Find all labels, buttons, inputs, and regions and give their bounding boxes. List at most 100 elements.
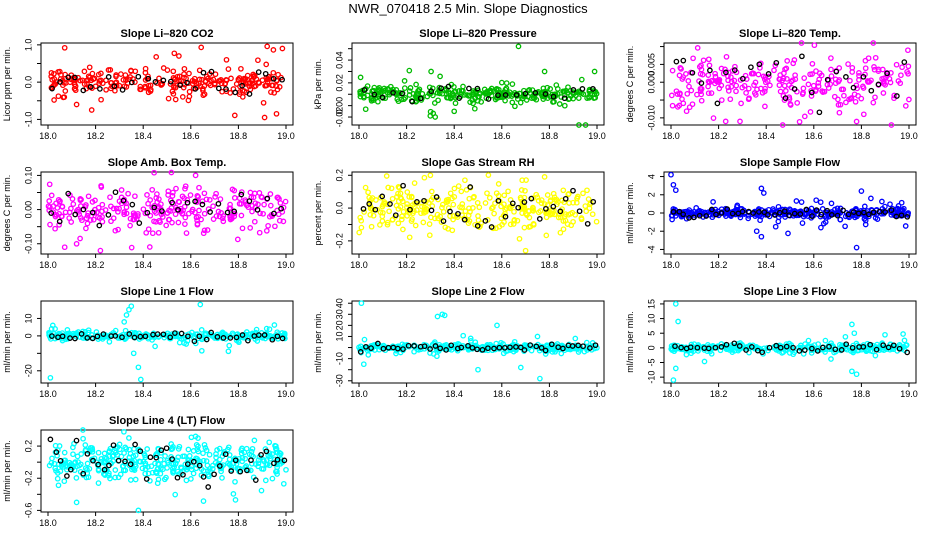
data-point xyxy=(282,198,289,205)
reference-point xyxy=(703,213,710,219)
data-point xyxy=(834,205,841,212)
reference-point xyxy=(379,94,386,101)
series-points xyxy=(356,172,600,254)
data-point xyxy=(368,97,375,104)
data-point xyxy=(96,78,103,84)
data-point xyxy=(266,439,273,446)
data-point xyxy=(92,197,98,204)
data-point xyxy=(259,465,265,472)
reference-point xyxy=(819,344,826,351)
data-point xyxy=(517,99,524,106)
data-point xyxy=(801,75,808,81)
reference-point xyxy=(89,335,96,342)
reference-point xyxy=(57,457,64,464)
x-tick-label: 18.8 xyxy=(230,131,248,141)
y-tick-label: 4 xyxy=(646,174,656,179)
reference-point xyxy=(427,346,433,352)
reference-point xyxy=(579,86,586,92)
reference-point xyxy=(705,345,712,352)
data-point xyxy=(96,80,103,87)
data-point xyxy=(584,187,590,194)
data-point xyxy=(196,76,203,83)
reference-point xyxy=(488,224,495,230)
reference-point xyxy=(239,82,245,89)
data-point xyxy=(813,68,819,74)
y-tick-label: 0.10 xyxy=(23,167,33,185)
data-point xyxy=(123,312,130,318)
data-point xyxy=(155,476,162,483)
data-point xyxy=(790,60,797,67)
data-point xyxy=(741,82,748,89)
data-point xyxy=(267,202,274,209)
reference-point xyxy=(192,198,198,205)
data-point xyxy=(467,335,474,342)
y-tick-label: 0 xyxy=(646,345,656,350)
data-point xyxy=(236,200,243,207)
data-point xyxy=(251,437,258,444)
data-point xyxy=(120,467,127,474)
reference-point xyxy=(731,340,738,347)
reference-point xyxy=(64,473,70,479)
data-point xyxy=(782,88,789,94)
x-tick-label: 19.0 xyxy=(588,389,606,399)
data-point xyxy=(854,85,860,92)
x-tick-label: 18.6 xyxy=(493,131,511,141)
data-point xyxy=(495,181,502,187)
data-point xyxy=(526,224,532,230)
data-point xyxy=(905,47,911,54)
data-point xyxy=(75,74,81,81)
data-point xyxy=(400,208,407,215)
data-point xyxy=(902,103,909,109)
data-point xyxy=(686,207,693,213)
data-point xyxy=(547,86,554,92)
reference-point xyxy=(550,203,557,210)
data-point xyxy=(266,213,273,220)
chart-gas-stream-rh: Slope Gas Stream RH percent per min. -0.2 0… xyxy=(313,157,606,270)
x-tick-label: 18.0 xyxy=(39,389,57,399)
data-point xyxy=(122,72,129,78)
data-point xyxy=(157,219,163,225)
data-point xyxy=(132,452,139,459)
data-point xyxy=(551,211,558,218)
reference-point xyxy=(894,93,900,99)
reference-point xyxy=(184,79,190,86)
data-point xyxy=(127,222,133,229)
data-point xyxy=(406,234,413,241)
data-point xyxy=(88,77,95,84)
reference-point xyxy=(59,333,66,340)
data-point xyxy=(273,449,280,456)
data-point xyxy=(898,199,905,206)
data-point xyxy=(386,208,392,215)
x-tick-label: 19.0 xyxy=(588,131,606,141)
data-point xyxy=(358,217,365,224)
data-point xyxy=(170,189,176,196)
reference-point xyxy=(175,206,181,213)
data-point xyxy=(271,322,278,328)
data-point xyxy=(792,72,798,79)
reference-point xyxy=(84,450,91,457)
x-tick-label: 18.2 xyxy=(87,131,105,141)
reference-point xyxy=(232,89,239,96)
data-point xyxy=(828,200,835,207)
data-point xyxy=(784,76,790,82)
data-point xyxy=(451,84,457,90)
data-point xyxy=(706,62,713,69)
reference-point xyxy=(112,189,119,196)
reference-point xyxy=(797,211,804,217)
chart-title: Slope Line 2 Flow xyxy=(432,286,525,298)
reference-point xyxy=(756,61,763,68)
reference-point xyxy=(870,209,877,216)
data-point xyxy=(385,184,392,191)
reference-point xyxy=(557,208,564,215)
data-point xyxy=(256,229,263,236)
y-tick-label: -0.2 xyxy=(23,470,33,486)
data-point xyxy=(855,93,861,99)
data-point xyxy=(165,95,172,102)
data-point xyxy=(822,337,829,344)
data-point xyxy=(898,72,904,79)
data-point xyxy=(512,103,518,110)
data-point xyxy=(432,114,439,120)
reference-point xyxy=(865,211,872,218)
data-point xyxy=(467,99,473,105)
x-tick-label: 18.4 xyxy=(134,131,152,141)
